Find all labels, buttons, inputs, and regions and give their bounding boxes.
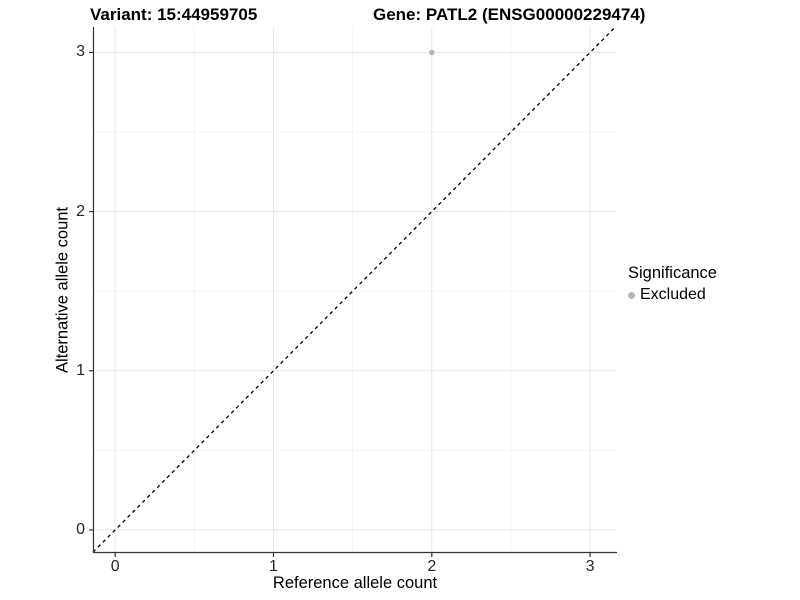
- legend: Significance Excluded: [628, 264, 717, 304]
- legend-title: Significance: [628, 264, 717, 282]
- plot-panel: [89, 26, 617, 557]
- y-tick-label: 0: [76, 520, 85, 538]
- x-tick-label: 1: [269, 558, 278, 575]
- legend-item-excluded: Excluded: [628, 286, 717, 304]
- legend-item-label: Excluded: [640, 286, 706, 303]
- legend-point-swatch-icon: [628, 291, 635, 299]
- identity-reference-line: [92, 26, 616, 553]
- y-tick-label: 3: [76, 43, 85, 61]
- x-tick-label: 3: [585, 558, 595, 575]
- y-tick-label: 2: [76, 202, 85, 220]
- y-axis-title: Alternative allele count: [53, 206, 72, 374]
- plot-title-variant: Variant: 15:44959705: [90, 5, 258, 24]
- plot-title-gene: Gene: PATL2 (ENSG00000229474): [373, 5, 646, 24]
- x-tick-label: 2: [427, 558, 437, 575]
- x-axis-title: Reference allele count: [272, 574, 438, 592]
- x-tick-label: 0: [110, 558, 120, 575]
- plot-canvas: [89, 26, 617, 557]
- y-tick-label: 1: [76, 361, 85, 379]
- data-point: [429, 49, 435, 56]
